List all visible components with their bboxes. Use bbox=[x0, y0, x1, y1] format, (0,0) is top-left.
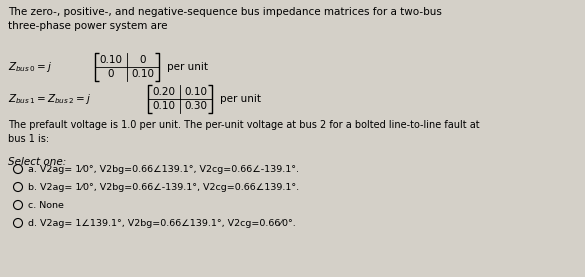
Text: 0.20: 0.20 bbox=[153, 87, 176, 97]
Text: 0.30: 0.30 bbox=[184, 101, 208, 111]
Text: a. V2ag= 1⁄0°, V2bg=0.66∠139.1°, V2cg=0.66∠-139.1°.: a. V2ag= 1⁄0°, V2bg=0.66∠139.1°, V2cg=0.… bbox=[28, 165, 299, 173]
Text: The zero-, positive-, and negative-sequence bus impedance matrices for a two-bus: The zero-, positive-, and negative-seque… bbox=[8, 7, 442, 31]
Text: per unit: per unit bbox=[220, 94, 261, 104]
Text: 0: 0 bbox=[140, 55, 146, 65]
Text: 0: 0 bbox=[108, 69, 114, 79]
Text: $Z_{bus\,0}$$= j$: $Z_{bus\,0}$$= j$ bbox=[8, 60, 52, 74]
Text: $Z_{bus\,1}$$= Z_{bus\,2} = j$: $Z_{bus\,1}$$= Z_{bus\,2} = j$ bbox=[8, 92, 91, 106]
Text: c. None: c. None bbox=[28, 201, 64, 209]
Text: 0.10: 0.10 bbox=[184, 87, 208, 97]
Text: 0.10: 0.10 bbox=[153, 101, 176, 111]
Text: b. V2ag= 1⁄0°, V2bg=0.66∠-139.1°, V2cg=0.66∠139.1°.: b. V2ag= 1⁄0°, V2bg=0.66∠-139.1°, V2cg=0… bbox=[28, 183, 299, 191]
Text: d. V2ag= 1∠139.1°, V2bg=0.66∠139.1°, V2cg=0.66⁄0°.: d. V2ag= 1∠139.1°, V2bg=0.66∠139.1°, V2c… bbox=[28, 219, 296, 227]
Text: 0.10: 0.10 bbox=[99, 55, 122, 65]
Text: The prefault voltage is 1.0 per unit. The per-unit voltage at bus 2 for a bolted: The prefault voltage is 1.0 per unit. Th… bbox=[8, 120, 480, 144]
Text: Select one:: Select one: bbox=[8, 157, 66, 167]
Text: 0.10: 0.10 bbox=[132, 69, 154, 79]
Text: per unit: per unit bbox=[167, 62, 208, 72]
